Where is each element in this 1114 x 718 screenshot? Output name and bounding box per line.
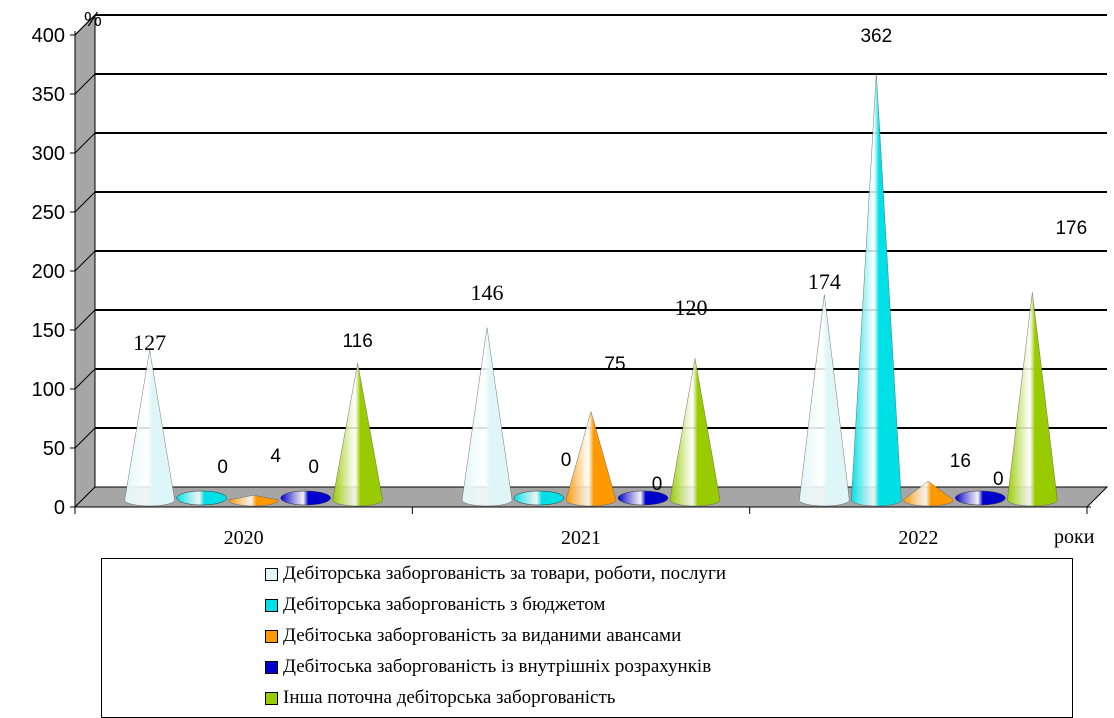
gridline-side-300 — [74, 132, 96, 154]
gridline-side-400 — [74, 14, 96, 36]
gridline-side-200 — [74, 250, 96, 272]
legend-label-2: Дебіторська заборгованість з бюджетом — [283, 594, 606, 615]
data-label-2021-4: 0 — [652, 474, 663, 495]
ytick-label-50: 50 — [43, 438, 65, 460]
ytick-label-200: 200 — [32, 261, 65, 283]
gridline-side-150 — [74, 309, 96, 331]
data-label-2021-2: 0 — [561, 450, 572, 471]
gridline-side-250 — [74, 191, 96, 213]
cone-2021-4 — [617, 490, 669, 506]
cone-body — [1007, 292, 1058, 507]
cone-2021-2 — [513, 490, 565, 506]
cone-base — [513, 490, 565, 506]
ytick-label-0: 0 — [54, 497, 65, 519]
legend-label-3: Дебітоська заборгованість за виданими ав… — [283, 625, 682, 646]
cone-body — [124, 350, 175, 507]
data-label-2021-1: 146 — [471, 280, 504, 305]
cone-body — [903, 480, 954, 507]
cone-body — [461, 327, 513, 507]
legend-item-1: Дебіторська заборгованість за товари, ро… — [265, 561, 726, 587]
cone-body — [228, 495, 279, 507]
ytick-label-350: 350 — [32, 84, 65, 106]
category-label-2022: 2022 — [898, 527, 938, 549]
y-unit-label: % — [84, 9, 102, 31]
data-label-2022-5: 176 — [1055, 218, 1087, 239]
cone-2021-5 — [669, 358, 721, 507]
data-label-2020-5: 116 — [343, 331, 373, 352]
data-label-2021-5: 120 — [675, 295, 708, 320]
cone-2022-3 — [903, 480, 954, 507]
ytick-label-400: 400 — [32, 25, 65, 47]
cone-body — [332, 363, 383, 507]
ytick-label-300: 300 — [32, 143, 65, 165]
cone-base — [176, 490, 227, 506]
data-label-2022-3: 16 — [950, 451, 971, 472]
cone-base — [617, 490, 669, 506]
ytick-label-250: 250 — [32, 202, 65, 224]
cone-base — [280, 490, 331, 506]
category-label-2021: 2021 — [561, 527, 601, 549]
cone-body — [851, 72, 902, 507]
cone-2020-1 — [124, 350, 175, 507]
gridline-side-50 — [74, 427, 96, 449]
data-label-2021-3: 75 — [604, 354, 625, 375]
legend-item-4: Дебітоська заборгованість із внутрішніх … — [265, 654, 711, 680]
legend-item-5: Інша поточна дебіторська заборгованість — [265, 685, 615, 711]
legend-swatch-4 — [265, 660, 278, 674]
cone-2020-5 — [332, 363, 383, 507]
cone-body — [669, 358, 721, 507]
data-label-2020-3: 4 — [270, 446, 281, 467]
category-label-2020: 2020 — [224, 527, 264, 549]
legend-swatch-2 — [265, 598, 278, 612]
ytick-label-100: 100 — [32, 379, 65, 401]
legend-item-2: Дебіторська заборгованість з бюджетом — [265, 592, 605, 618]
cone-2020-2 — [176, 490, 227, 506]
data-label-2022-1: 174 — [808, 269, 841, 294]
legend-item-3: Дебітоська заборгованість за виданими ав… — [265, 623, 681, 649]
legend-label-1: Дебіторська заборгованість за товари, ро… — [283, 563, 726, 584]
data-label-2020-2: 0 — [217, 457, 228, 478]
cone-2021-3 — [565, 410, 617, 507]
cone-2021-1 — [461, 327, 513, 507]
cone-body — [565, 410, 617, 507]
data-label-2020-1: 127 — [133, 330, 166, 355]
ytick-label-150: 150 — [32, 320, 65, 342]
gridline-side-350 — [74, 73, 96, 95]
data-label-2022-4: 0 — [993, 469, 1004, 490]
legend-swatch-1 — [265, 567, 278, 581]
data-label-2020-4: 0 — [308, 457, 319, 478]
legend-swatch-3 — [265, 629, 278, 643]
cone-2022-4 — [955, 490, 1006, 506]
cone-base — [955, 490, 1006, 506]
cone-2022-2 — [851, 72, 902, 507]
cone-2022-1 — [799, 294, 850, 507]
legend: Дебіторська заборгованість за товари, ро… — [101, 558, 1073, 718]
cone-2020-4 — [280, 490, 331, 506]
x-unit-label: роки — [1054, 526, 1095, 548]
cone-body — [799, 294, 850, 507]
cone-2022-5 — [1007, 292, 1058, 507]
legend-label-5: Інша поточна дебіторська заборгованість — [283, 687, 616, 708]
legend-label-4: Дебітоська заборгованість із внутрішніх … — [283, 656, 712, 677]
legend-swatch-5 — [265, 691, 278, 705]
data-label-2022-2: 362 — [860, 26, 892, 47]
gridline-side-100 — [74, 368, 96, 390]
cone-2020-3 — [228, 495, 279, 507]
